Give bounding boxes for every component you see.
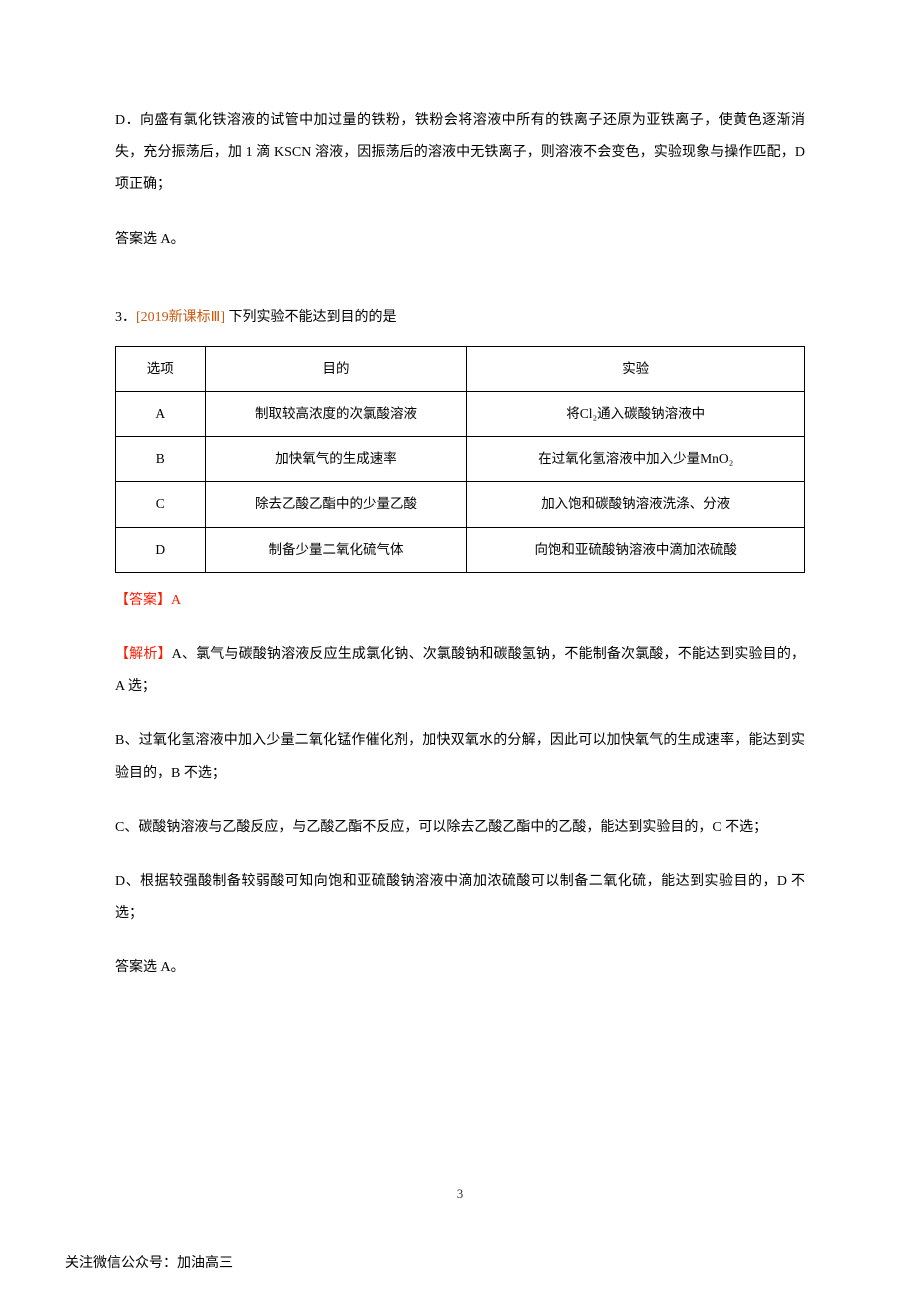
question-3-heading: 3．[2019新课标Ⅲ] 下列实验不能达到目的的是 xyxy=(115,304,805,332)
answer-line-1: 答案选 A。 xyxy=(115,226,805,254)
table-row: A 制取较高浓度的次氯酸溶液 将Cl₂通入碳酸钠溶液中 xyxy=(116,391,805,436)
analysis-d: D、根据较强酸制备较弱酸可知向饱和亚硫酸钠溶液中滴加浓硫酸可以制备二氧化硫，能达… xyxy=(115,866,805,930)
cell-purpose: 制备少量二氧化硫气体 xyxy=(205,527,467,572)
experiment-table: 选项 目的 实验 A 制取较高浓度的次氯酸溶液 将Cl₂通入碳酸钠溶液中 B 加… xyxy=(115,346,805,573)
final-answer: 答案选 A。 xyxy=(115,952,805,984)
table-row: D 制备少量二氧化硫气体 向饱和亚硫酸钠溶液中滴加浓硫酸 xyxy=(116,527,805,572)
cell-purpose: 制取较高浓度的次氯酸溶液 xyxy=(205,391,467,436)
jiexi-label: 【解析】 xyxy=(115,647,172,662)
answer-label: 【答案】A xyxy=(115,585,805,617)
cell-experiment: 加入饱和碳酸钠溶液洗涤、分液 xyxy=(467,482,805,527)
table-row: C 除去乙酸乙酯中的少量乙酸 加入饱和碳酸钠溶液洗涤、分液 xyxy=(116,482,805,527)
cell-option: B xyxy=(116,437,206,482)
analysis-c: C、碳酸钠溶液与乙酸反应，与乙酸乙酯不反应，可以除去乙酸乙酯中的乙酸，能达到实验… xyxy=(115,812,805,844)
cell-experiment: 在过氧化氢溶液中加入少量MnO₂ xyxy=(467,437,805,482)
cell-option: A xyxy=(116,391,206,436)
cell-purpose: 加快氧气的生成速率 xyxy=(205,437,467,482)
analysis-a: 【解析】A、氯气与碳酸钠溶液反应生成氯化钠、次氯酸钠和碳酸氢钠，不能制备次氯酸，… xyxy=(115,639,805,703)
cell-purpose: 除去乙酸乙酯中的少量乙酸 xyxy=(205,482,467,527)
question-source: [2019新课标Ⅲ] xyxy=(136,310,225,325)
cell-experiment: 向饱和亚硫酸钠溶液中滴加浓硫酸 xyxy=(467,527,805,572)
question-number: 3． xyxy=(115,310,136,325)
analysis-b: B、过氧化氢溶液中加入少量二氧化锰作催化剂，加快双氧水的分解，因此可以加快氧气的… xyxy=(115,725,805,789)
table-row: B 加快氧气的生成速率 在过氧化氢溶液中加入少量MnO₂ xyxy=(116,437,805,482)
cell-experiment: 将Cl₂通入碳酸钠溶液中 xyxy=(467,391,805,436)
header-experiment: 实验 xyxy=(467,346,805,391)
header-option: 选项 xyxy=(116,346,206,391)
analysis-a-text: A、氯气与碳酸钠溶液反应生成氯化钠、次氯酸钠和碳酸氢钠，不能制备次氯酸，不能达到… xyxy=(115,647,805,694)
footer-text: 关注微信公众号：加油高三 xyxy=(65,1252,233,1272)
cell-option: D xyxy=(116,527,206,572)
table-header-row: 选项 目的 实验 xyxy=(116,346,805,391)
header-purpose: 目的 xyxy=(205,346,467,391)
page-number: 3 xyxy=(0,1186,920,1202)
cell-option: C xyxy=(116,482,206,527)
paragraph-d: D．向盛有氯化铁溶液的试管中加过量的铁粉，铁粉会将溶液中所有的铁离子还原为亚铁离… xyxy=(115,105,805,202)
question-stem: 下列实验不能达到目的的是 xyxy=(225,310,397,325)
